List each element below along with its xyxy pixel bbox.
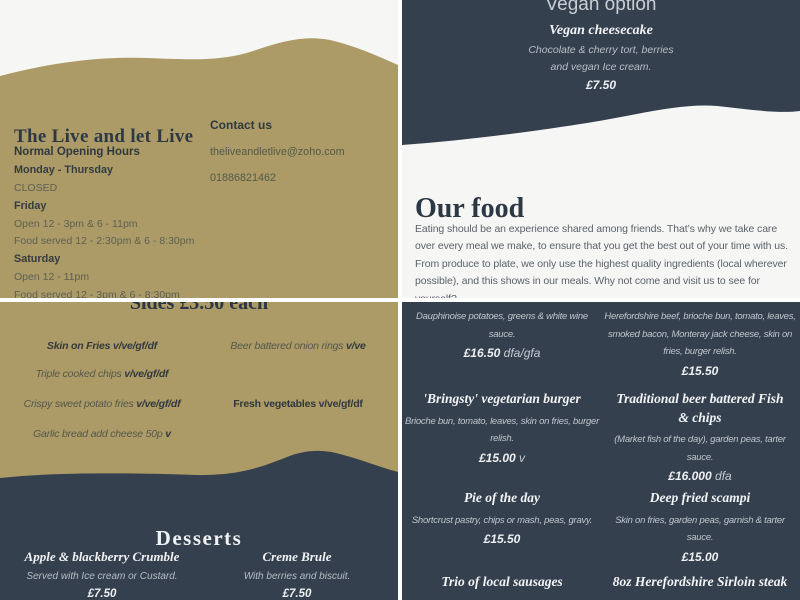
menu-item-name: 8oz Herefordshire Sirloin steak: [612, 574, 788, 589]
menu-item: Deep fried scampi Skin on fries, garden …: [602, 489, 798, 566]
menu-item-description: Served with Ice cream or Custard.: [26, 571, 178, 582]
menu-item: Creme Brule With berries and biscuit. £7…: [195, 549, 398, 600]
opening-hours: Normal Opening Hours Monday - Thursday C…: [14, 146, 224, 298]
dietary-tags: v/ve/gf/df: [318, 398, 363, 410]
hours-heading: Normal Opening Hours: [14, 146, 140, 158]
menu-item-description: Chocolate & cherry tort, berries: [528, 44, 674, 56]
menu-item-description: Herefordshire beef, brioche bun, tomato,…: [604, 311, 796, 357]
hours-contact-panel: The Live and let Live Normal Opening Hou…: [0, 0, 398, 298]
side-item: Triple cooked chips v/ve/gf/df: [35, 368, 169, 380]
hours-line: Open 12 - 11pm: [14, 271, 90, 284]
hours-line: Open 12 - 3pm & 6 - 11pm: [14, 217, 138, 230]
menu-item-price: £16.50 dfa/gfa: [463, 346, 541, 360]
sides-desserts-panel: Sides £3.50 each Skin on Fries v/ve/gf/d…: [0, 302, 398, 600]
menu-item-description: Skin on fries, garden peas, garnish & ta…: [615, 514, 785, 544]
menu-item-price: £15.50: [681, 363, 719, 378]
menu-item-name: Creme Brule: [262, 549, 332, 564]
contact-phone: 01886821462: [210, 172, 277, 184]
dietary-tags: v/ve/gf/df: [124, 368, 169, 380]
menu-item: Traditional beer battered Fish & chips (M…: [602, 390, 798, 485]
contact-email: theliveandletlive@zoho.com: [210, 146, 345, 158]
menu-item-name: 'Bringsty' vegetarian burger: [423, 391, 581, 406]
our-food-heading: Our food: [415, 193, 525, 225]
contact-block: Contact us theliveandletlive@zoho.com 01…: [210, 118, 390, 184]
sides-heading: Sides £3.50 each: [129, 302, 269, 314]
menu-item-price: £7.50: [87, 588, 117, 600]
menu-item: Dauphinoise potatoes, greens & white win…: [404, 308, 600, 362]
side-item: Crispy sweet potato fries v/ve/gf/df: [23, 398, 181, 410]
contact-heading: Contact us: [210, 118, 273, 132]
side-item: Beer battered onion rings v/ve: [230, 340, 366, 352]
hours-line: Food served 12 - 2:30pm & 6 - 8:30pm: [14, 235, 195, 248]
dietary-tags: v: [165, 428, 171, 440]
dietary-tags: dfa/gfa: [503, 346, 541, 360]
vegan-section-heading: Vegan option: [545, 0, 657, 15]
menu-item-price: £7.50: [282, 588, 312, 600]
menu-item-description: Shortcrust pastry, chips or mash, peas, …: [411, 514, 593, 526]
menu-item: Pie of the day Shortcrust pastry, chips …: [404, 489, 600, 548]
side-item: Fresh vegetables v/ve/gf/df: [233, 398, 363, 410]
vegan-our-food-panel: Vegan option Vegan cheesecake Chocolate …: [402, 0, 800, 298]
dietary-tags: v/ve/gf/df: [112, 340, 158, 352]
side-item: Skin on Fries v/ve/gf/df: [46, 340, 158, 352]
menu-item-price: £15.50: [483, 532, 521, 546]
hours-line: Food served 12 - 3pm & 6 - 8:30pm: [14, 289, 180, 298]
menu-item-description: Dauphinoise potatoes, greens & white win…: [416, 311, 588, 340]
hours-day: Saturday: [14, 253, 61, 266]
menu-item-description: Onion rings, triple cooked chips, peas: [602, 596, 798, 600]
mains-right-column: Herefordshire beef, brioche bun, tomato,…: [602, 302, 798, 600]
menu-item-description: and vegan Ice cream.: [550, 61, 652, 73]
dietary-tags: dfa: [715, 469, 732, 483]
hours-line: CLOSED: [14, 181, 58, 194]
menu-item: 'Bringsty' vegetarian burger Brioche bun…: [404, 390, 600, 467]
menu-item-name: Pie of the day: [463, 490, 541, 505]
hours-day: Friday: [14, 199, 47, 212]
menu-item-name: Vegan cheesecake: [549, 23, 653, 38]
side-item: Garlic bread add cheese 50p v: [33, 428, 171, 440]
menu-item-description: Brioche bun, tomato, leaves, skin on fri…: [405, 415, 599, 445]
menu-item-price: £15.00 v: [478, 450, 526, 465]
mains-left-column: Dauphinoise potatoes, greens & white win…: [404, 302, 600, 600]
menu-item-price: £15.00: [681, 549, 719, 564]
menu-item-name: Traditional beer battered Fish & chips: [616, 391, 784, 425]
hours-day: Monday - Thursday: [14, 163, 113, 176]
menu-item: 8oz Herefordshire Sirloin steak Onion ri…: [602, 573, 798, 600]
menu-item-name: Apple & blackberry Crumble: [24, 549, 180, 564]
menu-item-description: Wholegrain mustard mash, greens & onion: [404, 596, 600, 600]
menu-item-name: Trio of local sausages: [441, 574, 563, 589]
restaurant-title: The Live and let Live: [14, 125, 194, 147]
menu-item-description: (Market fish of the day), garden peas, t…: [614, 434, 786, 463]
menu-item-name: Deep fried scampi: [649, 490, 751, 505]
menu-item: Trio of local sausages Wholegrain mustar…: [404, 573, 600, 600]
menu-item-price: £7.50: [585, 78, 617, 92]
dietary-tags: v/ve: [346, 340, 366, 352]
menu-item: Apple & blackberry Crumble Served with I…: [0, 549, 204, 600]
our-food-paragraph: Eating should be an experience shared am…: [415, 222, 788, 299]
mains-menu-panel: Dauphinoise potatoes, greens & white win…: [402, 302, 800, 600]
menu-item: Herefordshire beef, brioche bun, tomato,…: [602, 308, 798, 380]
desserts-heading: Desserts: [155, 526, 243, 551]
menu-item-price: £16.000 dfa: [668, 469, 732, 483]
dietary-tags: v/ve/gf/df: [136, 398, 181, 410]
dietary-tags: v: [519, 450, 526, 465]
menu-item-description: With berries and biscuit.: [243, 571, 351, 582]
